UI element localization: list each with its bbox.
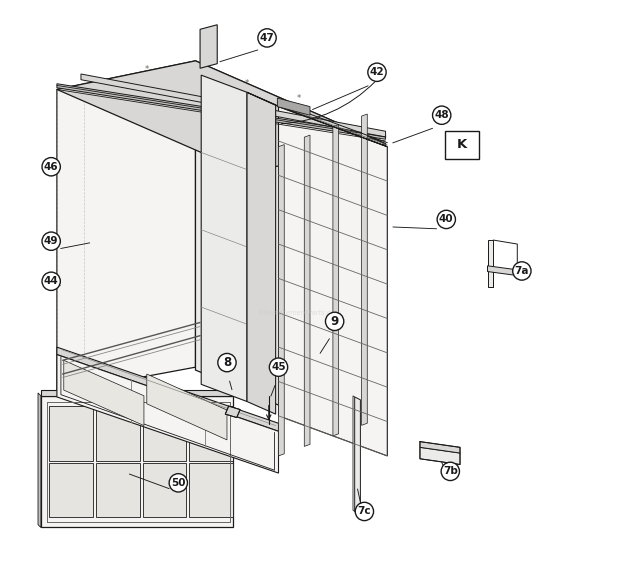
- Polygon shape: [278, 107, 388, 456]
- Text: 44: 44: [44, 276, 58, 286]
- Circle shape: [437, 210, 456, 228]
- Polygon shape: [487, 240, 494, 287]
- Text: 46: 46: [44, 162, 58, 172]
- Circle shape: [42, 232, 60, 250]
- Circle shape: [326, 312, 343, 331]
- Text: *: *: [296, 94, 301, 103]
- Text: 50: 50: [171, 478, 185, 488]
- Text: 40: 40: [439, 215, 454, 224]
- Circle shape: [513, 262, 531, 280]
- Polygon shape: [57, 355, 278, 473]
- Polygon shape: [64, 360, 144, 425]
- Polygon shape: [420, 441, 460, 453]
- Text: 42: 42: [370, 67, 384, 77]
- Polygon shape: [200, 25, 217, 68]
- Bar: [96, 463, 140, 517]
- Polygon shape: [41, 396, 232, 528]
- Text: 9: 9: [330, 315, 339, 328]
- Circle shape: [169, 474, 187, 492]
- Polygon shape: [304, 135, 310, 447]
- Text: 45: 45: [271, 362, 286, 372]
- Polygon shape: [57, 84, 386, 139]
- Text: 7c: 7c: [358, 506, 371, 517]
- Polygon shape: [361, 114, 367, 425]
- Polygon shape: [353, 396, 355, 511]
- Bar: [96, 406, 140, 460]
- Polygon shape: [41, 390, 232, 396]
- Polygon shape: [147, 374, 227, 440]
- Polygon shape: [195, 61, 386, 450]
- Circle shape: [368, 63, 386, 82]
- Circle shape: [433, 106, 451, 125]
- Polygon shape: [247, 92, 388, 147]
- Polygon shape: [247, 92, 276, 414]
- Text: 49: 49: [44, 236, 58, 246]
- Text: ©ReplacementParts.com: ©ReplacementParts.com: [257, 309, 340, 316]
- Bar: [143, 406, 186, 460]
- Circle shape: [355, 502, 374, 521]
- Circle shape: [218, 354, 236, 372]
- Circle shape: [42, 158, 60, 176]
- Polygon shape: [277, 98, 310, 115]
- Text: K: K: [456, 138, 467, 152]
- Polygon shape: [225, 406, 240, 417]
- Polygon shape: [57, 347, 278, 431]
- Polygon shape: [57, 61, 386, 172]
- Bar: [50, 406, 93, 460]
- Text: 47: 47: [260, 33, 275, 43]
- Circle shape: [258, 29, 277, 47]
- Polygon shape: [333, 125, 339, 436]
- Circle shape: [269, 358, 288, 377]
- Polygon shape: [202, 75, 247, 402]
- Text: *: *: [245, 79, 249, 88]
- Polygon shape: [487, 266, 517, 276]
- Polygon shape: [420, 447, 460, 464]
- Bar: [189, 406, 232, 460]
- Polygon shape: [38, 393, 41, 528]
- Polygon shape: [355, 397, 360, 514]
- FancyBboxPatch shape: [445, 131, 479, 159]
- Bar: [143, 463, 186, 517]
- Polygon shape: [57, 61, 195, 393]
- Bar: [50, 463, 93, 517]
- Polygon shape: [81, 74, 386, 137]
- Text: *: *: [144, 65, 149, 74]
- Text: 7b: 7b: [443, 467, 458, 476]
- Text: 48: 48: [435, 110, 449, 120]
- Text: 8: 8: [223, 356, 231, 369]
- Circle shape: [441, 462, 459, 480]
- Circle shape: [42, 272, 60, 290]
- Bar: [189, 463, 232, 517]
- Polygon shape: [278, 145, 284, 456]
- Text: 7a: 7a: [515, 266, 529, 276]
